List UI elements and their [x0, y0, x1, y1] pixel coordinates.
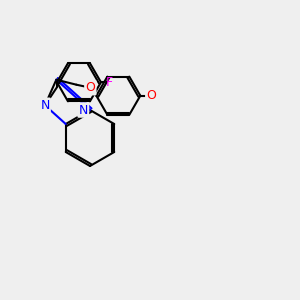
Text: O: O	[146, 89, 156, 102]
Text: N: N	[40, 99, 50, 112]
Text: F: F	[106, 76, 113, 89]
Text: N: N	[79, 103, 88, 116]
Text: O: O	[85, 81, 95, 94]
